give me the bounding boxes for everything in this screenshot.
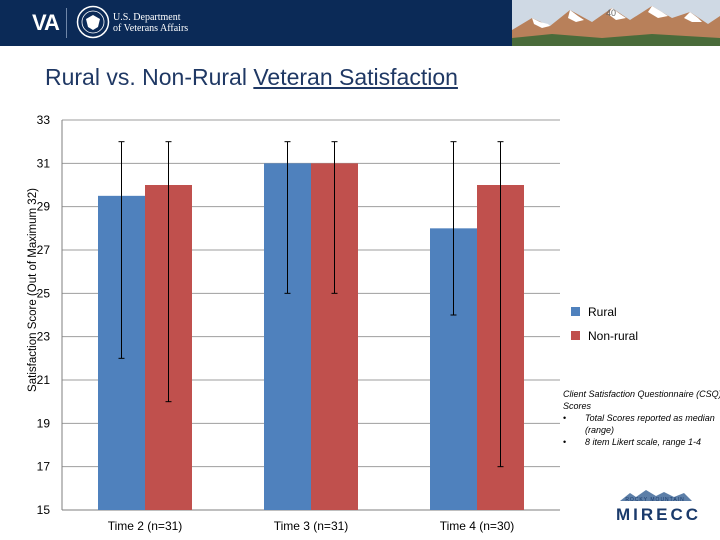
y-tick-label: 29 [37,200,51,214]
legend-label-nonrural: Non-rural [588,328,639,343]
page-title: Rural vs. Non-Rural Veteran Satisfaction [45,64,458,91]
legend-swatch-rural [571,307,580,316]
csq-note: Client Satisfaction Questionnaire (CSQ) … [563,388,720,448]
va-logo: VA [32,10,60,35]
y-tick-label: 19 [37,416,51,430]
y-tick-label: 27 [37,243,51,257]
y-tick-label: 23 [37,330,51,344]
x-tick-label: Time 4 (n=30) [440,519,515,533]
y-tick-label: 17 [37,460,51,474]
x-tick-label: Time 2 (n=31) [108,519,183,533]
dept-line-1: U.S. Department [113,12,181,23]
mountain-banner-image [512,0,720,46]
legend: Rural Non-rural [571,305,638,353]
bullet-symbol: • [563,413,567,423]
mirecc-logo: ROCKY MOUNTAIN MIRECC [614,488,698,528]
y-tick-label: 25 [37,286,51,300]
legend-item-rural: Rural [571,304,638,319]
mirecc-mountain-icon [620,490,692,501]
department-name: U.S. Department of Veterans Affairs [113,12,188,34]
y-tick-label: 15 [37,503,51,517]
title-part-1: Rural vs. Non-Rural [45,64,254,90]
legend-swatch-nonrural [571,331,580,340]
y-tick-label: 21 [37,373,51,387]
header-divider [66,8,67,38]
note-heading: Client Satisfaction Questionnaire (CSQ) … [563,389,720,411]
mirecc-name: MIRECC [616,505,702,524]
note-bullet-text: Total Scores reported as median (range) [585,413,715,435]
y-tick-label: 31 [37,156,51,170]
note-bullet-text: 8 item Likert scale, range 1-4 [585,437,702,447]
mirecc-tagline: ROCKY MOUNTAIN [625,497,685,503]
note-bullet: • 8 item Likert scale, range 1-4 [563,436,720,448]
legend-item-nonrural: Non-rural [571,328,639,343]
bullet-symbol: • [563,437,567,447]
y-tick-label: 33 [37,113,51,127]
header-bar: VA U.S. Department of Veterans Affairs 4… [0,0,720,46]
legend-label-rural: Rural [588,304,617,319]
va-seal-icon [76,5,110,39]
dept-line-2: of Veterans Affairs [113,23,189,34]
page-number: 40 [606,8,617,18]
title-part-2: Veteran Satisfaction [253,64,458,90]
note-bullet: • Total Scores reported as median (range… [563,412,720,436]
x-tick-label: Time 3 (n=31) [274,519,349,533]
